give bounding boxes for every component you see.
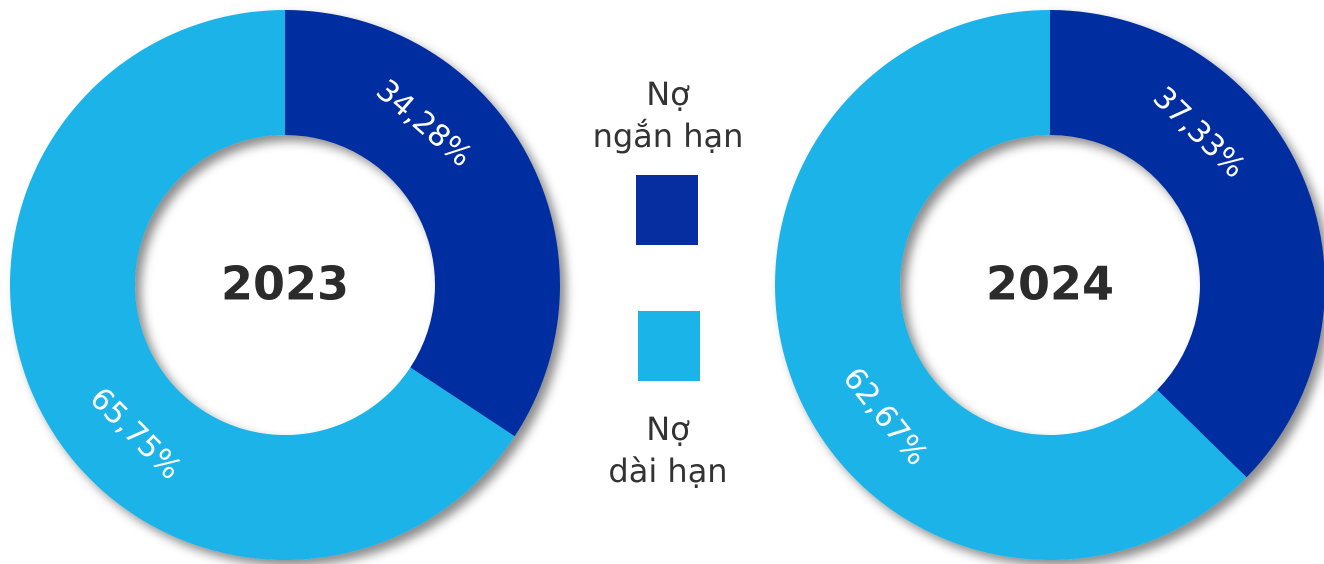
chart-title: 2023 [221, 257, 349, 311]
donut [775, 10, 1324, 560]
donut-segment [775, 10, 1247, 560]
donut-segment [285, 10, 560, 437]
donut-segment [1050, 10, 1324, 478]
donut [9, 10, 560, 560]
legend-swatch [638, 311, 700, 381]
legend-label: Nợ ngắn hạn [593, 75, 744, 155]
legend-swatch [636, 175, 698, 245]
legend-label: Nợ dài hạn [608, 410, 727, 490]
chart-title: 2024 [986, 257, 1114, 311]
donut-segment [9, 10, 515, 560]
